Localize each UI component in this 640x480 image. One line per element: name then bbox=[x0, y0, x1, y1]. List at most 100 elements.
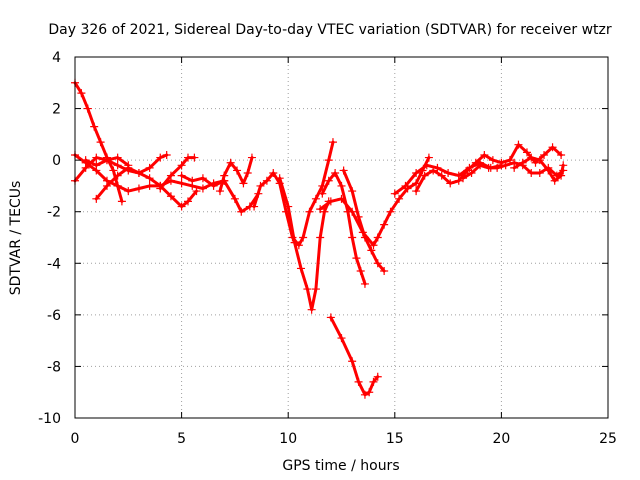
data-point bbox=[337, 334, 346, 343]
data-point bbox=[145, 174, 154, 183]
series-track-10 bbox=[275, 174, 333, 314]
y-tick-label: -10 bbox=[38, 411, 61, 427]
data-point bbox=[380, 267, 389, 276]
series-line bbox=[318, 156, 431, 247]
x-axis-label: GPS time / hours bbox=[282, 458, 399, 474]
data-point bbox=[237, 207, 246, 216]
data-point bbox=[156, 153, 165, 162]
data-point bbox=[177, 202, 186, 211]
x-tick-label: 15 bbox=[386, 431, 404, 447]
data-point bbox=[113, 153, 122, 162]
data-point bbox=[373, 372, 382, 381]
series-track-11 bbox=[318, 169, 369, 288]
data-point bbox=[209, 181, 218, 190]
data-point bbox=[109, 166, 118, 175]
grid bbox=[75, 57, 608, 418]
series-line bbox=[329, 315, 380, 397]
data-point bbox=[124, 161, 133, 170]
data-point bbox=[269, 169, 278, 178]
data-point bbox=[113, 181, 122, 190]
data-point bbox=[233, 166, 242, 175]
data-point bbox=[331, 169, 340, 178]
data-point bbox=[373, 259, 382, 268]
data-point bbox=[177, 171, 186, 180]
y-axis-label: SDTVAR / TECUs bbox=[8, 181, 24, 296]
data-point bbox=[373, 233, 382, 242]
data-point bbox=[117, 197, 126, 206]
axis-ticks: 0 5 10 15 20 25 -10 -8 -6 -4 -2 0 2 4 bbox=[38, 50, 617, 447]
y-tick-label: -6 bbox=[47, 308, 61, 324]
data-point bbox=[437, 171, 446, 180]
x-tick-label: 20 bbox=[492, 431, 510, 447]
data-point bbox=[328, 138, 337, 147]
series-line bbox=[94, 153, 169, 201]
series-line bbox=[278, 176, 331, 312]
data-point bbox=[420, 171, 429, 180]
data-point bbox=[83, 104, 92, 113]
data-point bbox=[424, 153, 433, 162]
data-point bbox=[226, 158, 235, 167]
data-point bbox=[162, 150, 171, 159]
data-point bbox=[275, 174, 284, 183]
data-point bbox=[220, 171, 229, 180]
data-point bbox=[324, 176, 333, 185]
x-tick-label: 5 bbox=[177, 431, 186, 447]
data-point bbox=[311, 194, 320, 203]
series-track-8 bbox=[215, 153, 256, 196]
data-point bbox=[239, 179, 248, 188]
data-point bbox=[337, 181, 346, 190]
data-point bbox=[395, 194, 404, 203]
data-point bbox=[463, 166, 472, 175]
data-point bbox=[444, 169, 453, 178]
series-line bbox=[320, 171, 367, 286]
series-track-6 bbox=[81, 153, 133, 170]
data-point bbox=[326, 197, 335, 206]
data-point bbox=[360, 233, 369, 242]
data-point bbox=[493, 163, 502, 172]
data-point bbox=[365, 388, 374, 397]
data-point bbox=[422, 161, 431, 170]
data-point bbox=[145, 163, 154, 172]
data-point bbox=[320, 207, 329, 216]
x-tick-label: 10 bbox=[279, 431, 297, 447]
data-point bbox=[81, 156, 90, 165]
data-point bbox=[535, 169, 544, 178]
data-point bbox=[198, 174, 207, 183]
data-point bbox=[348, 357, 357, 366]
series-track-16 bbox=[412, 140, 566, 196]
data-point bbox=[352, 254, 361, 263]
data-point bbox=[198, 184, 207, 193]
x-tick-label: 0 bbox=[71, 431, 80, 447]
series-track-13 bbox=[339, 166, 389, 276]
series-line bbox=[414, 143, 563, 193]
data-point bbox=[134, 169, 143, 178]
data-point bbox=[522, 148, 531, 157]
data-point bbox=[540, 150, 549, 159]
data-point bbox=[77, 89, 86, 98]
data-point bbox=[459, 174, 468, 183]
data-point bbox=[348, 233, 357, 242]
series-track-5 bbox=[156, 153, 199, 193]
data-point bbox=[247, 153, 256, 162]
y-tick-label: -4 bbox=[47, 256, 61, 272]
data-point bbox=[92, 153, 101, 162]
data-point bbox=[348, 187, 357, 196]
data-point bbox=[412, 169, 421, 178]
data-point bbox=[90, 122, 99, 131]
data-point bbox=[367, 246, 376, 255]
data-point bbox=[518, 158, 527, 167]
data-point bbox=[145, 181, 154, 190]
data-point bbox=[303, 285, 312, 294]
data-point bbox=[348, 207, 357, 216]
data-point bbox=[316, 233, 325, 242]
data-point bbox=[316, 205, 325, 214]
data-point bbox=[134, 184, 143, 193]
x-tick-label: 25 bbox=[599, 431, 617, 447]
y-tick-label: 4 bbox=[52, 50, 61, 66]
data-point bbox=[166, 192, 175, 201]
data-point bbox=[354, 377, 363, 386]
data-point bbox=[177, 161, 186, 170]
data-point bbox=[544, 166, 553, 175]
data-point bbox=[535, 156, 544, 165]
data-point bbox=[339, 166, 348, 175]
